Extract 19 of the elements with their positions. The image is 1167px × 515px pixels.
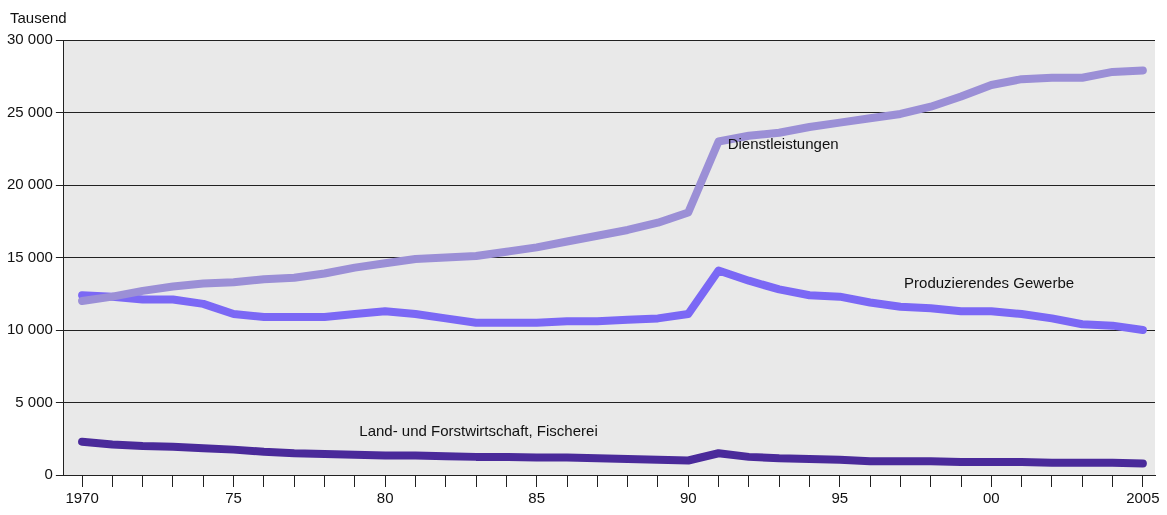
y-tick-label: 25 000 (6, 102, 53, 120)
x-tick-label: 85 (528, 489, 546, 507)
x-tick-label: 80 (376, 489, 394, 507)
y-tick-label: 10 000 (6, 320, 53, 338)
x-tick-label: 90 (679, 489, 697, 507)
y-tick-label: 15 000 (6, 247, 53, 265)
y-axis-title: Tausend (10, 8, 67, 26)
x-tick-label: 2005 (1126, 489, 1160, 507)
y-tick-label: 20 000 (6, 175, 53, 193)
y-tick-label: 30 000 (6, 30, 53, 48)
y-tick-label: 0 (44, 465, 53, 483)
y-tick-label: 5 000 (15, 392, 53, 410)
x-tick-label: 95 (831, 489, 849, 507)
x-tick-label: 1970 (65, 489, 99, 507)
series-label: Produzierendes Gewerbe (904, 273, 1075, 291)
series-label: Dienstleistungen (727, 134, 839, 152)
x-tick-label: 00 (982, 489, 1000, 507)
x-tick-label: 75 (225, 489, 242, 507)
series-label: Land- und Forstwirtschaft, Fischerei (359, 421, 598, 439)
